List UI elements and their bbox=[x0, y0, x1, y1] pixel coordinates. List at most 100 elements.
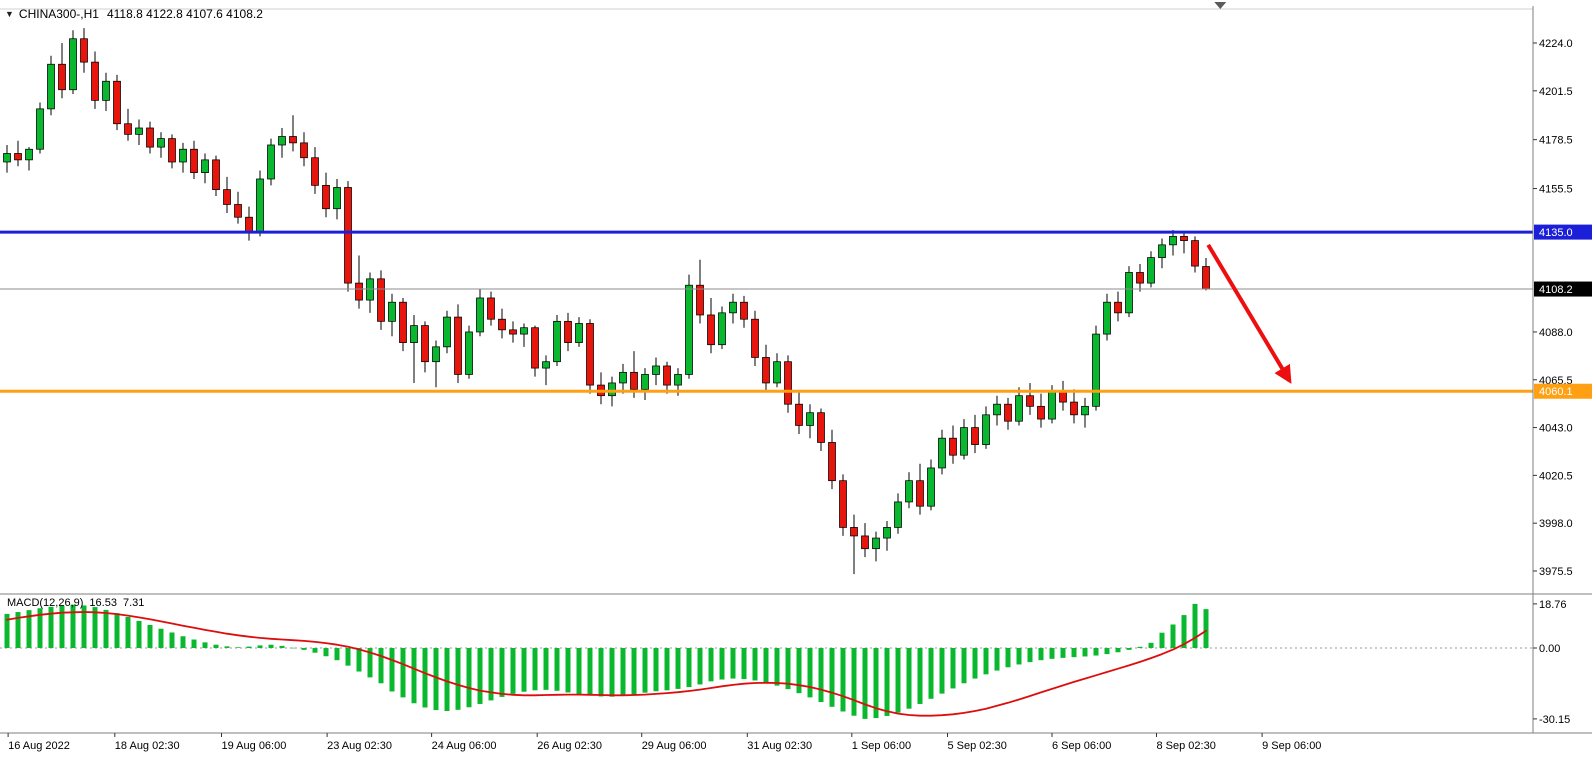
macd-histogram-bar bbox=[1104, 648, 1110, 655]
macd-histogram-bar bbox=[477, 648, 483, 704]
candle-body bbox=[696, 284, 704, 316]
macd-histogram-bar bbox=[1038, 648, 1044, 661]
candle-body bbox=[223, 189, 231, 205]
macd-histogram-bar bbox=[862, 648, 868, 719]
time-tick-label: 8 Sep 02:30 bbox=[1157, 740, 1216, 752]
candle-body bbox=[806, 412, 814, 426]
candle-body bbox=[1158, 244, 1166, 258]
symbol-dropdown-icon[interactable]: ▼ bbox=[5, 9, 14, 19]
price-tick-label: 4178.5 bbox=[1539, 135, 1573, 147]
macd-axis[interactable]: 18.76 0.00 -30.15 bbox=[1533, 599, 1570, 726]
macd-histogram-bar bbox=[312, 648, 318, 653]
candle-body bbox=[14, 153, 22, 161]
price-axis[interactable]: 4224.04201.54178.54155.54088.04065.54043… bbox=[1533, 38, 1592, 578]
macd-histogram-bar bbox=[345, 648, 351, 666]
candle-body bbox=[817, 412, 825, 443]
candle-body bbox=[1125, 272, 1133, 314]
time-axis[interactable]: 16 Aug 2022 18 Aug 02:30 19 Aug 06:00 23 Au… bbox=[7, 733, 1321, 752]
time-tick-label: 23 Aug 02:30 bbox=[327, 740, 392, 752]
candle-body bbox=[179, 148, 187, 163]
trend-arrow[interactable] bbox=[1206, 243, 1292, 384]
macd-main-value: 16.53 bbox=[89, 597, 117, 609]
macd-histogram-bar bbox=[59, 605, 65, 648]
candle-body bbox=[1202, 266, 1210, 290]
macd-tick-label: 0.00 bbox=[1539, 643, 1560, 655]
candle-body bbox=[608, 382, 616, 397]
macd-histogram-bar bbox=[620, 648, 626, 696]
price-tick-label: 4224.0 bbox=[1539, 38, 1573, 50]
macd-histogram-bar bbox=[1192, 603, 1198, 648]
macd-histogram-bar bbox=[279, 645, 285, 648]
candle-body bbox=[36, 108, 44, 150]
macd-histogram-bar bbox=[1148, 642, 1154, 648]
candle-body bbox=[1004, 403, 1012, 422]
macd-histogram-bar bbox=[763, 648, 769, 683]
macd-histogram-bar bbox=[114, 613, 120, 648]
macd-histogram-bar bbox=[1093, 648, 1099, 656]
macd-histogram-bar bbox=[576, 648, 582, 695]
candle-body bbox=[905, 480, 913, 503]
macd-histogram-bar bbox=[675, 648, 681, 689]
macd-histogram-bar bbox=[906, 648, 912, 709]
candle-body bbox=[828, 442, 836, 482]
macd-histogram-bar bbox=[301, 648, 307, 650]
macd-histogram-bar bbox=[1060, 648, 1066, 658]
candle-body bbox=[487, 297, 495, 320]
macd-histogram-bar bbox=[587, 648, 593, 696]
candle-body bbox=[1092, 333, 1100, 407]
candle-body bbox=[421, 325, 429, 363]
candle-body bbox=[641, 374, 649, 390]
candle-body bbox=[102, 80, 110, 101]
candle-body bbox=[256, 178, 264, 233]
candle-body bbox=[927, 467, 935, 507]
macd-histogram-bar bbox=[664, 648, 670, 691]
macd-histogram-bar bbox=[26, 610, 32, 648]
macd-histogram-bar bbox=[994, 648, 1000, 671]
macd-histogram-bar bbox=[609, 648, 615, 697]
macd-histogram-bar bbox=[411, 648, 417, 704]
candle-body bbox=[762, 357, 770, 384]
candle-body bbox=[1026, 395, 1034, 407]
candle-body bbox=[432, 346, 440, 363]
candle-body bbox=[619, 371, 627, 384]
price-badge bbox=[1534, 281, 1592, 297]
macd-tick-label: 18.76 bbox=[1539, 599, 1567, 611]
candle-body bbox=[498, 318, 506, 331]
macd-histogram-bar bbox=[818, 648, 824, 703]
macd-histogram-bar bbox=[356, 648, 362, 672]
price-tick-label: 3975.5 bbox=[1539, 566, 1573, 578]
candle-body bbox=[1180, 235, 1188, 241]
candle-body bbox=[58, 63, 66, 91]
symbol-period-label: CHINA300-,H1 bbox=[18, 7, 99, 21]
candle-body bbox=[443, 316, 451, 348]
time-tick-label: 18 Aug 02:30 bbox=[115, 740, 180, 752]
candle-body bbox=[1136, 272, 1144, 284]
time-tick-label: 9 Sep 06:00 bbox=[1262, 740, 1321, 752]
time-tick-label: 6 Sep 06:00 bbox=[1052, 740, 1111, 752]
macd-histogram-bar bbox=[774, 648, 780, 686]
candle-body bbox=[729, 301, 737, 314]
macd-signal-line bbox=[6, 611, 1207, 717]
macd-histogram-bar bbox=[697, 648, 703, 685]
price-badge bbox=[1534, 383, 1592, 399]
macd-histogram-bar bbox=[1137, 646, 1143, 648]
time-tick-label: 29 Aug 06:00 bbox=[642, 740, 707, 752]
candle-body bbox=[982, 414, 990, 445]
macd-histogram-bar bbox=[1126, 648, 1132, 650]
candle-body bbox=[707, 314, 715, 346]
macd-histogram-bar bbox=[4, 613, 10, 648]
macd-histogram-bar bbox=[884, 648, 890, 716]
candle-body bbox=[476, 297, 484, 333]
candle-body bbox=[1191, 240, 1199, 267]
ohlc-values-label: 4118.8 4122.8 4107.6 4108.2 bbox=[106, 7, 263, 21]
macd-indicator-label: MACD(12,26,9) 16.53 7.31 bbox=[7, 597, 150, 609]
candle-body bbox=[850, 527, 858, 537]
price-tick-label: 4155.5 bbox=[1539, 184, 1573, 196]
candle-body bbox=[685, 284, 693, 375]
candle-body bbox=[652, 365, 660, 375]
price-tick-label: 3998.0 bbox=[1539, 518, 1573, 530]
time-tick-label: 16 Aug 2022 bbox=[8, 740, 70, 752]
candle-body bbox=[267, 144, 275, 180]
candle-body bbox=[344, 187, 352, 284]
